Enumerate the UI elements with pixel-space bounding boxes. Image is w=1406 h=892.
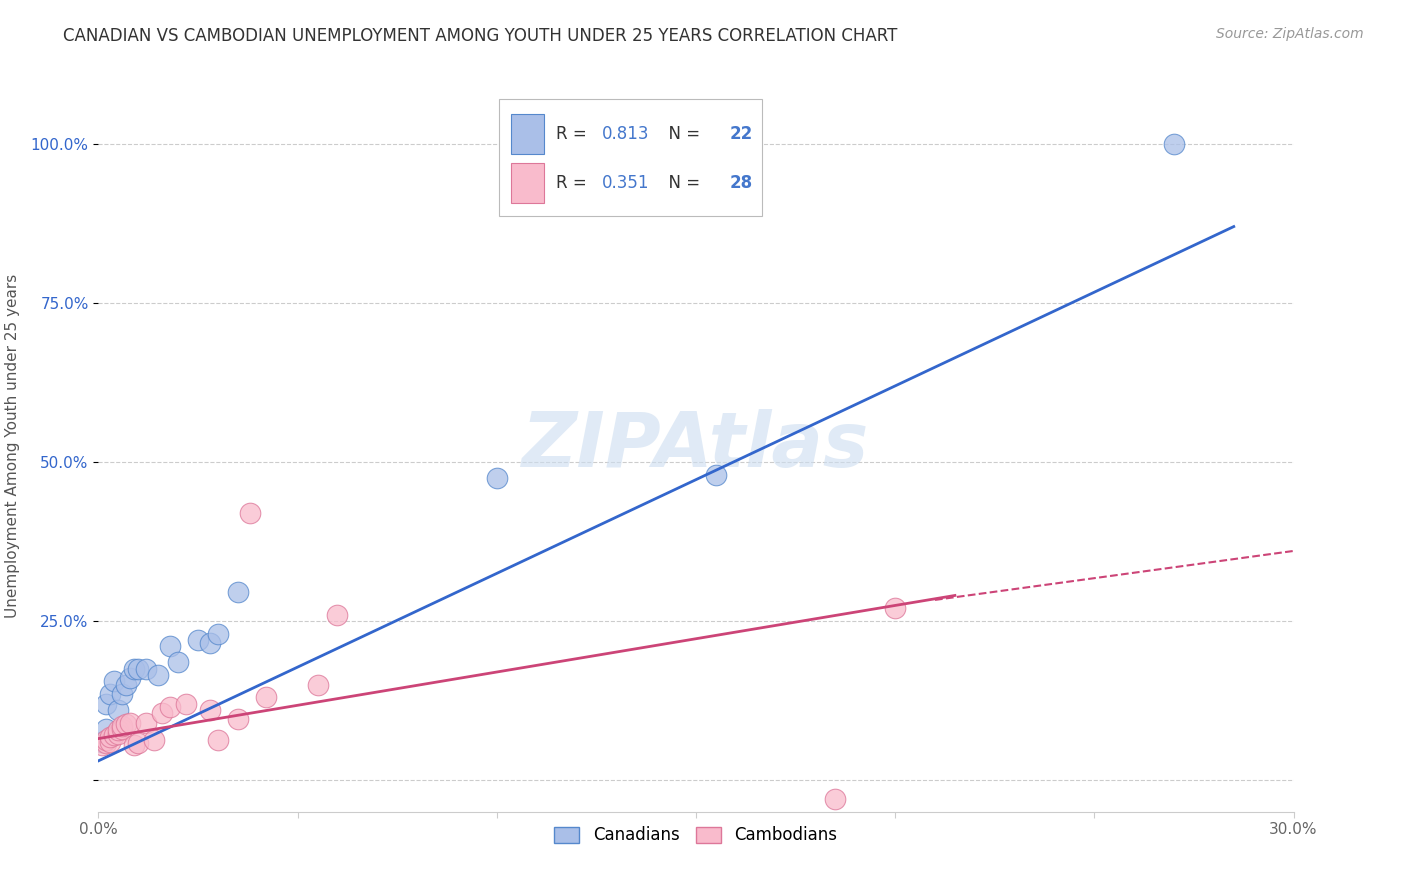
Point bbox=[91, 738, 114, 752]
Point bbox=[120, 671, 142, 685]
Text: Source: ZipAtlas.com: Source: ZipAtlas.com bbox=[1216, 27, 1364, 41]
Point bbox=[111, 687, 134, 701]
Point bbox=[96, 736, 118, 750]
Point bbox=[96, 697, 118, 711]
Text: CANADIAN VS CAMBODIAN UNEMPLOYMENT AMONG YOUTH UNDER 25 YEARS CORRELATION CHART: CANADIAN VS CAMBODIAN UNEMPLOYMENT AMONG… bbox=[63, 27, 897, 45]
Point bbox=[107, 727, 129, 741]
Text: ZIPAtlas: ZIPAtlas bbox=[522, 409, 870, 483]
Point bbox=[124, 738, 146, 752]
Point bbox=[115, 717, 138, 731]
Point bbox=[96, 722, 118, 736]
Point bbox=[207, 733, 229, 747]
Point bbox=[174, 697, 197, 711]
Point bbox=[159, 699, 181, 714]
Point bbox=[143, 733, 166, 747]
Point bbox=[127, 662, 149, 676]
Point bbox=[307, 677, 329, 691]
FancyBboxPatch shape bbox=[510, 162, 544, 202]
Point bbox=[226, 713, 249, 727]
Text: 0.813: 0.813 bbox=[602, 125, 650, 143]
Point bbox=[198, 636, 221, 650]
Point bbox=[198, 703, 221, 717]
Point bbox=[884, 601, 907, 615]
Point bbox=[103, 674, 125, 689]
Text: R =: R = bbox=[557, 125, 592, 143]
Point bbox=[135, 715, 157, 730]
Text: R =: R = bbox=[557, 174, 592, 192]
Point bbox=[159, 640, 181, 654]
Point bbox=[704, 467, 727, 482]
Point bbox=[98, 730, 122, 744]
Text: 22: 22 bbox=[730, 125, 752, 143]
Legend: Canadians, Cambodians: Canadians, Cambodians bbox=[548, 820, 844, 851]
Point bbox=[98, 687, 122, 701]
Point bbox=[115, 677, 138, 691]
Text: N =: N = bbox=[658, 125, 704, 143]
Text: 28: 28 bbox=[730, 174, 752, 192]
Point bbox=[207, 626, 229, 640]
Point bbox=[326, 607, 349, 622]
Point bbox=[254, 690, 277, 705]
Point bbox=[111, 719, 134, 733]
Point bbox=[120, 715, 142, 730]
Point bbox=[107, 703, 129, 717]
Point bbox=[148, 668, 170, 682]
Point bbox=[107, 723, 129, 738]
Point bbox=[98, 735, 122, 749]
FancyBboxPatch shape bbox=[499, 99, 762, 216]
Point bbox=[91, 735, 114, 749]
Y-axis label: Unemployment Among Youth under 25 years: Unemployment Among Youth under 25 years bbox=[4, 274, 20, 618]
Point bbox=[135, 662, 157, 676]
Point bbox=[226, 585, 249, 599]
FancyBboxPatch shape bbox=[510, 113, 544, 153]
Point bbox=[103, 728, 125, 742]
Point bbox=[150, 706, 173, 720]
Point bbox=[239, 506, 262, 520]
Point bbox=[96, 733, 118, 747]
Point bbox=[824, 792, 846, 806]
Point bbox=[187, 632, 209, 647]
Text: 0.351: 0.351 bbox=[602, 174, 650, 192]
Point bbox=[127, 736, 149, 750]
Point bbox=[111, 722, 134, 736]
Point bbox=[485, 471, 508, 485]
Text: N =: N = bbox=[658, 174, 704, 192]
Point bbox=[167, 655, 190, 669]
Point bbox=[1163, 136, 1185, 151]
Point bbox=[124, 662, 146, 676]
